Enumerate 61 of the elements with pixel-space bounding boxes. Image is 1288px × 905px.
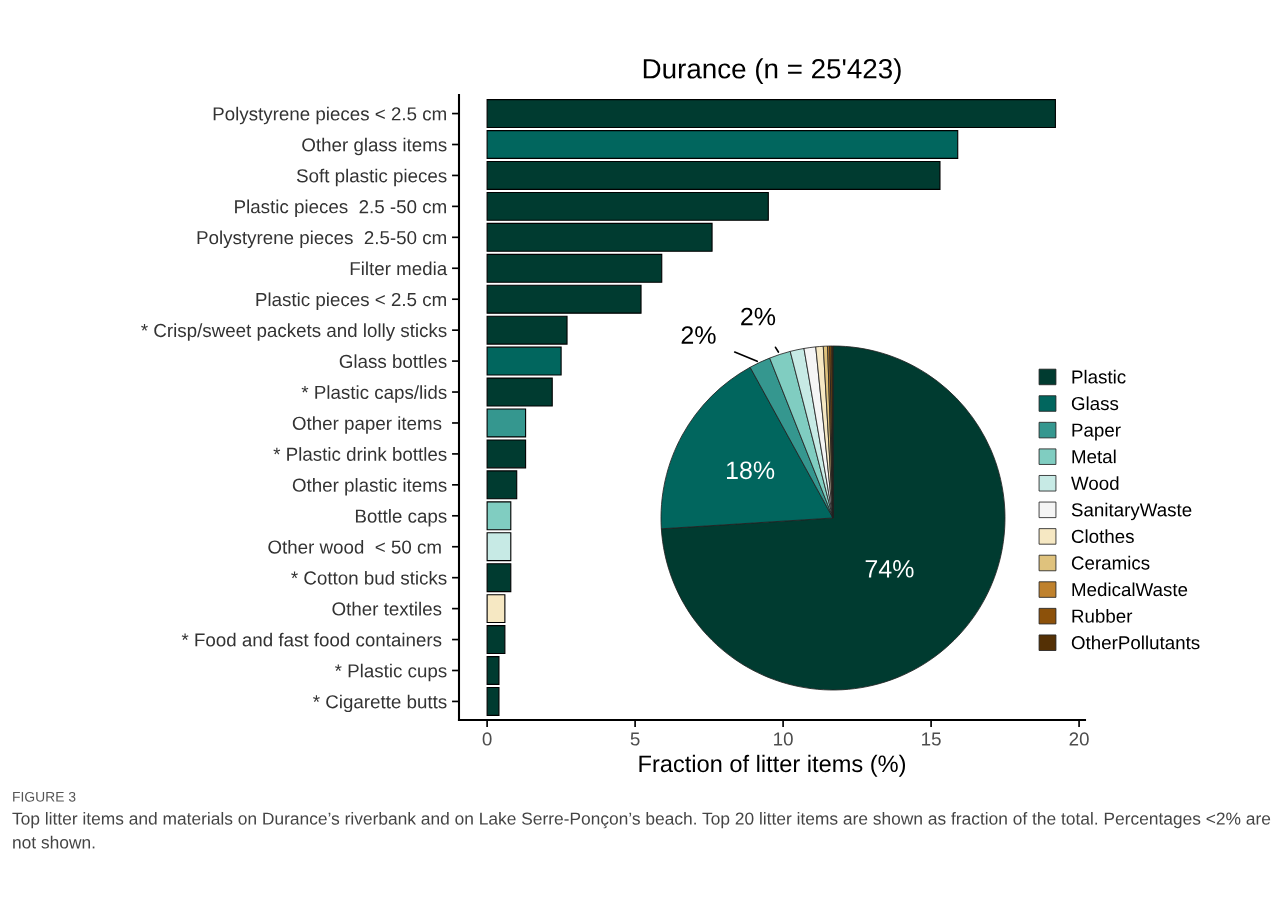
y-tick-label: Other glass items [302,137,447,156]
legend-label: MedicalWaste [1072,582,1188,597]
legend-label: Rubber [1072,609,1133,623]
y-tick-label: Plastic pieces 2.5 -50 cm [235,199,446,218]
y-tick-label: * Crisp/sweet packets and lolly sticks [141,323,447,341]
x-tick-label: 10 [774,732,793,746]
data-label: 2% [741,307,776,326]
x-tick-label: 15 [922,732,941,746]
y-tick-label: Other wood < 50 cm [268,539,441,554]
y-tick-label: * Plastic caps/lids [301,385,447,403]
y-tick-label: Plastic pieces < 2.5 cm [256,292,446,310]
y-tick-label: Other plastic items [292,478,447,496]
bar [486,160,941,190]
x-tick-label: 5 [630,732,640,746]
bar [486,130,959,159]
x-tick-label: 20 [1069,732,1089,746]
bar [486,686,500,716]
y-tick-label: * Plastic cups [334,663,447,682]
x-tick-label: 0 [482,732,492,746]
y-tick-label: * Cigarette butts [313,694,447,713]
bar [486,284,642,314]
legend-label: Plastic [1072,369,1126,384]
legend-label: Metal [1072,449,1116,464]
y-tick-label: Glass bottles [339,354,447,369]
data-label: 2% [681,326,716,344]
y-tick-label: Bottle caps [355,509,447,527]
y-tick-label: * Plastic drink bottles [273,447,447,461]
legend-label: Wood [1071,476,1119,490]
bar [486,532,512,562]
legend-label: Glass [1071,396,1119,411]
data-label: 74% [865,560,914,578]
bar [486,470,518,500]
text: Top litter items and materials on Durance’s riverbank and on Lake Serre-Ponçon’s beach. Top 20 litter items are shown as fraction of the total. Percentages <2% are not shown. [12,812,1271,849]
y-tick-label: Polystyrene pieces 2.5-50 cm [197,230,446,249]
legend-label: Paper [1072,423,1121,441]
data-label: 18% [726,461,775,480]
bar [486,563,512,593]
legend-label: OtherPollutants [1071,635,1200,650]
x-axis-title: Fraction of litter items (%) [639,754,906,777]
bar [486,99,1056,129]
pie-slice [660,345,1006,691]
y-tick-label: Other paper items [292,416,442,434]
bar [486,625,506,655]
y-tick-label: Filter media [350,261,448,276]
y-tick-label: * Cotton bud sticks [291,570,447,585]
y-tick-label: Soft plastic pieces [296,168,447,187]
bar [486,253,663,283]
y-tick-label: * Food and fast food containers [181,632,442,647]
bar [486,191,769,221]
chart-title: Durance (n = 25'423) [643,58,901,85]
legend-label: Clothes [1071,529,1134,544]
legend-label: SanitaryWaste [1071,502,1192,521]
bar [486,656,500,685]
bar [486,315,568,345]
y-tick-label: Other textiles [332,601,442,616]
bar [486,501,512,531]
bar [486,594,506,624]
y-tick-label: Polystyrene pieces < 2.5 cm [213,106,446,125]
bar [486,222,713,252]
caption: FIGURE 3 [13,791,76,802]
legend-label: Ceramics [1071,555,1150,570]
